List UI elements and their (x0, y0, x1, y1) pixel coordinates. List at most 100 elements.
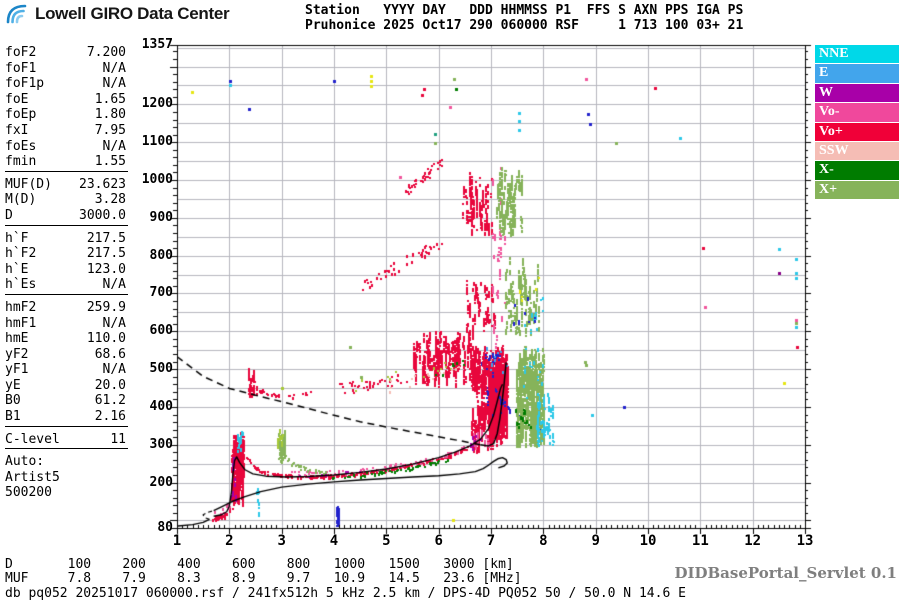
param-text: Auto: (5, 454, 45, 470)
param-row: hmF2 259.9 (5, 300, 126, 316)
param-value: 2.16 (94, 409, 126, 425)
param-label: foEp (5, 107, 37, 123)
param-row: foF1 N/A (5, 61, 126, 77)
y-tick-label: 200 (149, 474, 173, 490)
param-value: 7.200 (86, 45, 126, 60)
param-label: foF2 (5, 45, 37, 60)
panel-text-row: Artist5 (5, 470, 126, 486)
legend-label: NNE (819, 46, 849, 61)
x-tick-label: 13 (796, 533, 814, 549)
panel-text-row: 500200 (5, 485, 126, 501)
param-value: 1.65 (94, 91, 126, 107)
legend-item-nne: NNE (815, 45, 899, 64)
x-tick-label: 4 (329, 533, 339, 549)
param-value: N/A (102, 60, 126, 76)
x-tick-label: 12 (744, 533, 762, 549)
param-row: B0 61.2 (5, 393, 126, 409)
y-tick-label: 400 (149, 398, 173, 414)
param-value: 259.9 (86, 299, 126, 315)
param-label: D (5, 207, 13, 223)
y-tick-label: 300 (149, 436, 173, 452)
legend-label: SSW (819, 142, 849, 158)
param-row: D 3000.0 (5, 208, 126, 224)
x-tick-label: 3 (277, 533, 286, 549)
param-label: yF2 (5, 346, 29, 362)
x-tick-label: 10 (639, 533, 657, 549)
param-row: foF2 7.200 (5, 45, 126, 61)
param-value: N/A (102, 277, 126, 293)
param-label: foF1p (5, 76, 45, 92)
param-value: 1.55 (94, 154, 126, 170)
param-row: hmF1 N/A (5, 316, 126, 332)
legend-item-vo: Vo- (815, 103, 899, 122)
param-row: foF1p N/A (5, 76, 126, 92)
param-row: C-level 11 (5, 432, 126, 448)
y-tick-label: 700 (149, 285, 173, 301)
panel-text-row: Auto: (5, 454, 126, 470)
param-value: 110.0 (86, 331, 126, 347)
legend-label: W (819, 84, 833, 100)
y-tick-label: 80 (157, 520, 173, 535)
param-value: 123.0 (86, 261, 126, 277)
param-value: N/A (102, 76, 126, 92)
param-row: fmin 1.55 (5, 154, 126, 170)
param-row: fxI 7.95 (5, 123, 126, 139)
legend-item-e: E (815, 64, 899, 83)
y-tick-label: 500 (149, 361, 173, 377)
param-row: foEp 1.80 (5, 107, 126, 123)
param-row: h`E 123.0 (5, 262, 126, 278)
x-tick-label: 6 (434, 533, 443, 549)
y-tick-label: 800 (149, 247, 173, 263)
panel-divider (5, 170, 128, 177)
param-label: hmF2 (5, 299, 37, 315)
param-label: hmF1 (5, 315, 37, 331)
param-label: foEs (5, 138, 37, 154)
param-label: foF1 (5, 60, 37, 76)
param-label: fmin (5, 154, 37, 170)
legend-label: X- (819, 162, 834, 178)
legend-item-vo: Vo+ (815, 122, 899, 141)
legend-label: X+ (819, 181, 838, 197)
y-tick-label: 900 (149, 209, 173, 225)
param-value: 217.5 (86, 246, 126, 262)
x-tick-label: 2 (225, 533, 234, 549)
param-value: 11 (110, 431, 126, 447)
param-value: 3000.0 (79, 207, 126, 223)
param-row: yF1 N/A (5, 362, 126, 378)
param-label: yF1 (5, 362, 29, 378)
param-label: B1 (5, 409, 21, 425)
param-value: 61.2 (94, 393, 126, 409)
param-row: B1 2.16 (5, 409, 126, 425)
param-text: 500200 (5, 485, 52, 501)
param-label: hmE (5, 331, 29, 347)
muf-row: MUF 7.8 7.9 8.3 8.9 9.7 10.9 14.5 23.6 [… (5, 571, 522, 586)
echo-direction-legend: NNE E W Vo- Vo+ SSW X- X+ (815, 45, 899, 200)
y-tick-label: 1357 (141, 37, 173, 52)
y-tick-label: 1100 (141, 134, 173, 150)
param-label: yE (5, 377, 21, 393)
legend-item-x: X- (815, 161, 899, 180)
param-value: 68.6 (94, 346, 126, 362)
panel-divider (5, 224, 128, 231)
param-value: 20.0 (94, 377, 126, 393)
param-label: h`Es (5, 277, 37, 293)
servlet-version-label: DIDBasePortal_Servlet 0.1 (674, 564, 897, 582)
x-tick-label: 11 (691, 533, 709, 549)
distance-row: D 100 200 400 600 800 1000 1500 3000 [km… (5, 557, 514, 572)
param-label: MUF(D) (5, 176, 52, 192)
param-text: Artist5 (5, 469, 60, 485)
panel-divider (5, 425, 128, 432)
param-row: yF2 68.6 (5, 347, 126, 363)
y-tick-label: 600 (149, 323, 173, 339)
x-tick-label: 9 (591, 533, 600, 549)
param-row: hmE 110.0 (5, 331, 126, 347)
param-label: h`F2 (5, 246, 37, 262)
x-tick-label: 8 (539, 533, 548, 549)
param-label: foE (5, 91, 29, 107)
legend-item-w: W (815, 83, 899, 103)
param-row: h`Es N/A (5, 277, 126, 293)
y-tick-label: 1000 (141, 172, 173, 188)
param-row: yE 20.0 (5, 378, 126, 394)
